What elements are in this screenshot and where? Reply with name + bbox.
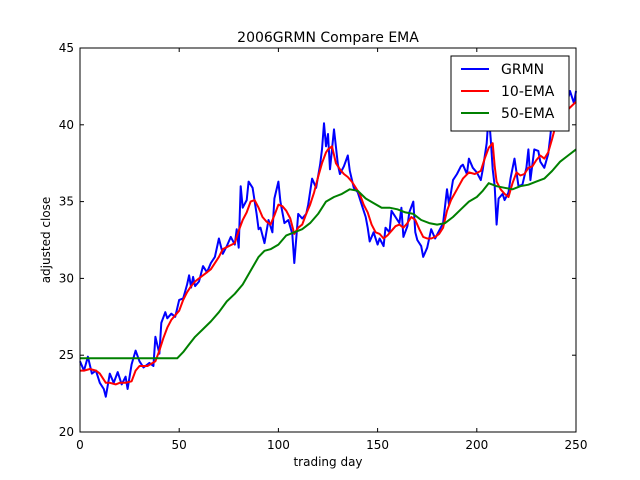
ticks-layer: 0 50 100 150 200 250 20 25 30 35 40 45 <box>59 41 588 452</box>
x-tick-label: 50 <box>172 438 187 452</box>
plot-frame <box>79 47 577 433</box>
legend-label-grmn: GRMN <box>501 62 544 78</box>
y-tick-label: 40 <box>59 118 74 132</box>
y-tick-label: 20 <box>59 425 74 439</box>
series-line-10-ema <box>80 101 577 386</box>
x-tick-label: 150 <box>366 438 389 452</box>
x-tick-label: 0 <box>76 438 84 452</box>
x-tick-label: 250 <box>565 438 588 452</box>
series-line-50-ema <box>80 148 577 360</box>
legend-label-10-ema: 10-EMA <box>501 84 555 100</box>
y-tick-label: 35 <box>59 195 74 209</box>
y-tick-label: 25 <box>59 348 74 362</box>
x-tick-label: 200 <box>465 438 488 452</box>
y-axis-label: adjusted close <box>39 197 53 284</box>
legend-label-50-ema: 50-EMA <box>501 106 555 122</box>
series-layer <box>79 90 577 398</box>
y-tick-label: 30 <box>59 271 74 285</box>
chart-title: 2006GRMN Compare EMA <box>237 30 419 46</box>
x-tick-label: 100 <box>267 438 290 452</box>
x-axis-label: trading day <box>293 455 362 469</box>
y-tick-label: 45 <box>59 41 74 55</box>
legend: GRMN 10-EMA 50-EMA <box>450 55 570 132</box>
